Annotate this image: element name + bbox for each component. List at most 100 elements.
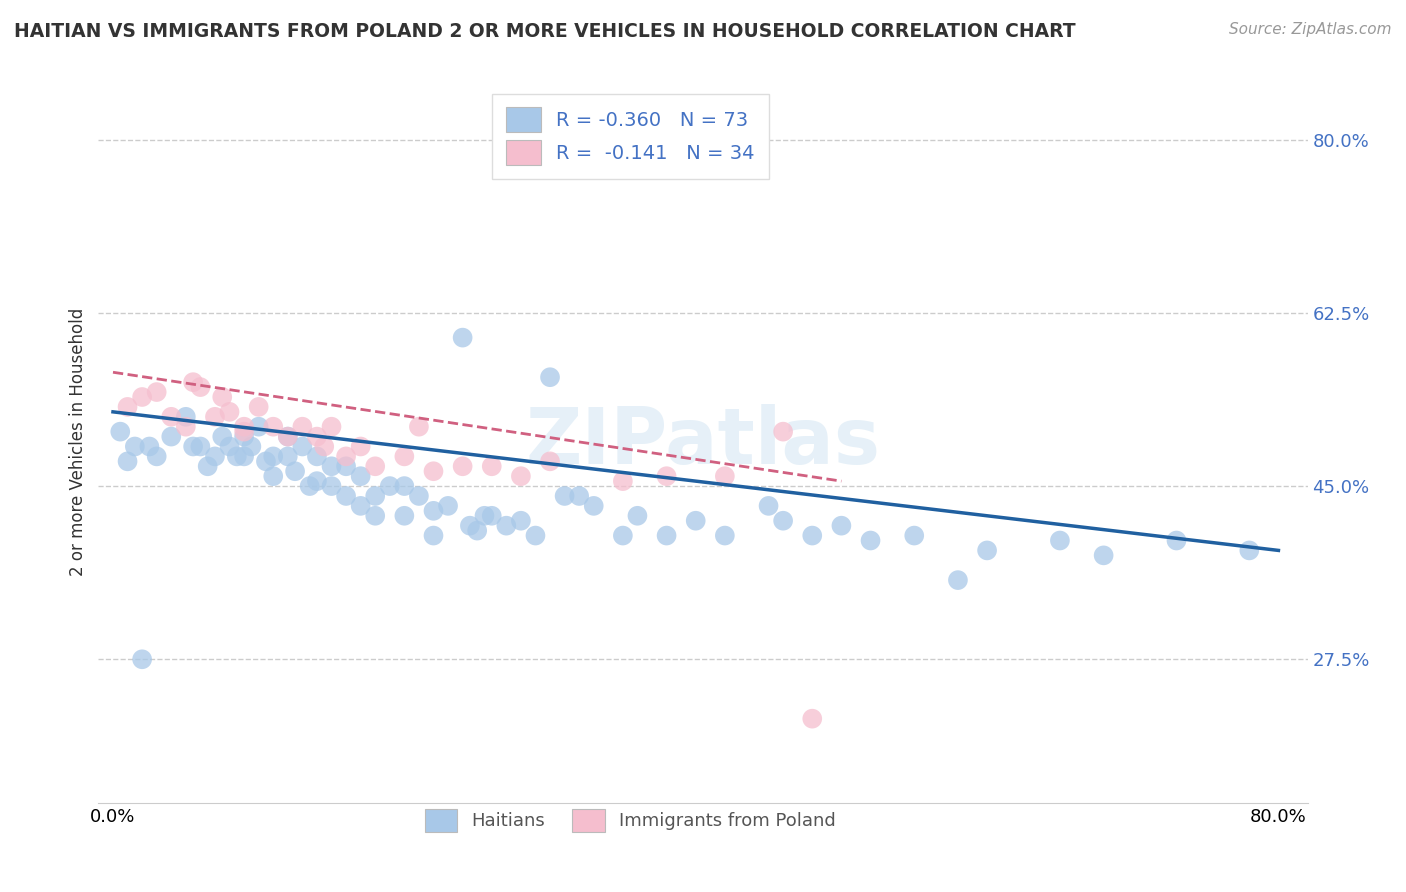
Point bbox=[801, 712, 824, 726]
Point bbox=[422, 528, 444, 542]
Point bbox=[225, 450, 247, 464]
Point bbox=[160, 429, 183, 443]
Point bbox=[626, 508, 648, 523]
Point bbox=[335, 489, 357, 503]
Point bbox=[321, 479, 343, 493]
Point bbox=[481, 508, 503, 523]
Text: HAITIAN VS IMMIGRANTS FROM POLAND 2 OR MORE VEHICLES IN HOUSEHOLD CORRELATION CH: HAITIAN VS IMMIGRANTS FROM POLAND 2 OR M… bbox=[14, 22, 1076, 41]
Point bbox=[394, 508, 416, 523]
Point bbox=[538, 370, 561, 384]
Point bbox=[277, 429, 299, 443]
Point bbox=[145, 450, 167, 464]
Point bbox=[1239, 543, 1261, 558]
Point bbox=[305, 450, 328, 464]
Point bbox=[509, 469, 531, 483]
Point bbox=[582, 499, 605, 513]
Point bbox=[314, 440, 336, 454]
Point bbox=[422, 464, 444, 478]
Point bbox=[772, 514, 794, 528]
Point bbox=[218, 440, 240, 454]
Point bbox=[685, 514, 707, 528]
Point bbox=[364, 508, 387, 523]
Point bbox=[321, 459, 343, 474]
Point bbox=[976, 543, 998, 558]
Point bbox=[524, 528, 547, 542]
Point bbox=[233, 429, 256, 443]
Point bbox=[211, 429, 233, 443]
Point bbox=[197, 459, 219, 474]
Point bbox=[181, 440, 204, 454]
Point bbox=[174, 419, 197, 434]
Point bbox=[291, 440, 314, 454]
Point bbox=[714, 469, 737, 483]
Point bbox=[946, 573, 969, 587]
Point bbox=[364, 489, 387, 503]
Point bbox=[394, 479, 416, 493]
Point bbox=[335, 450, 357, 464]
Point bbox=[655, 528, 678, 542]
Point bbox=[859, 533, 882, 548]
Point bbox=[451, 459, 474, 474]
Point bbox=[350, 440, 373, 454]
Point bbox=[110, 425, 132, 439]
Point bbox=[350, 469, 373, 483]
Point bbox=[437, 499, 460, 513]
Point bbox=[495, 518, 517, 533]
Point bbox=[160, 409, 183, 424]
Point bbox=[305, 429, 328, 443]
Point bbox=[451, 330, 474, 344]
Point bbox=[233, 425, 256, 439]
Point bbox=[117, 454, 139, 468]
Point bbox=[145, 385, 167, 400]
Point bbox=[378, 479, 401, 493]
Point bbox=[509, 514, 531, 528]
Point bbox=[612, 474, 634, 488]
Point bbox=[298, 479, 321, 493]
Point bbox=[233, 419, 256, 434]
Point bbox=[568, 489, 591, 503]
Point bbox=[1049, 533, 1071, 548]
Point bbox=[364, 459, 387, 474]
Point bbox=[321, 419, 343, 434]
Point bbox=[714, 528, 737, 542]
Text: Source: ZipAtlas.com: Source: ZipAtlas.com bbox=[1229, 22, 1392, 37]
Point bbox=[458, 518, 481, 533]
Point bbox=[422, 504, 444, 518]
Point bbox=[350, 499, 373, 513]
Point bbox=[277, 450, 299, 464]
Point bbox=[211, 390, 233, 404]
Point bbox=[1092, 549, 1115, 563]
Point bbox=[247, 419, 270, 434]
Point bbox=[394, 450, 416, 464]
Point bbox=[655, 469, 678, 483]
Point bbox=[131, 390, 153, 404]
Point bbox=[758, 499, 780, 513]
Point bbox=[830, 518, 852, 533]
Point bbox=[218, 405, 240, 419]
Point bbox=[190, 380, 212, 394]
Point bbox=[335, 459, 357, 474]
Point bbox=[190, 440, 212, 454]
Point bbox=[254, 454, 277, 468]
Point bbox=[1166, 533, 1188, 548]
Point bbox=[181, 375, 204, 389]
Y-axis label: 2 or more Vehicles in Household: 2 or more Vehicles in Household bbox=[69, 308, 87, 575]
Point bbox=[465, 524, 488, 538]
Point bbox=[772, 425, 794, 439]
Point bbox=[554, 489, 576, 503]
Point bbox=[612, 528, 634, 542]
Point bbox=[204, 409, 226, 424]
Point bbox=[903, 528, 925, 542]
Point bbox=[262, 469, 284, 483]
Point bbox=[124, 440, 146, 454]
Point bbox=[204, 450, 226, 464]
Point bbox=[262, 450, 284, 464]
Point bbox=[284, 464, 307, 478]
Point bbox=[262, 419, 284, 434]
Point bbox=[538, 454, 561, 468]
Point bbox=[131, 652, 153, 666]
Point bbox=[240, 440, 263, 454]
Point bbox=[247, 400, 270, 414]
Point bbox=[408, 419, 430, 434]
Point bbox=[174, 409, 197, 424]
